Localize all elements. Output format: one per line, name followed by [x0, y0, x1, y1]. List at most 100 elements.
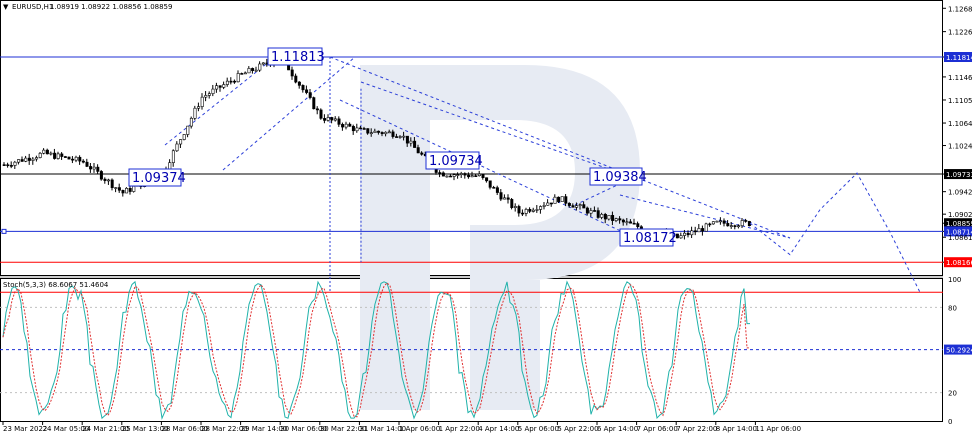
- candle: [467, 172, 471, 179]
- candle: [63, 155, 67, 158]
- candle: [24, 155, 28, 163]
- candle-body: [441, 172, 445, 177]
- svg-text:1.09734: 1.09734: [429, 154, 483, 169]
- candle: [445, 175, 449, 178]
- candle-body: [24, 157, 28, 162]
- candle-body: [323, 118, 327, 121]
- candle: [441, 171, 445, 177]
- channel-line: [339, 99, 641, 241]
- candle-body: [567, 203, 571, 206]
- candle: [233, 79, 237, 84]
- candle: [175, 141, 179, 152]
- candle-body: [470, 175, 474, 178]
- candle-body: [60, 153, 64, 157]
- price-tag: [944, 52, 972, 62]
- candle: [701, 225, 705, 236]
- candle-body: [333, 118, 337, 121]
- candle: [85, 158, 89, 168]
- candle: [697, 224, 701, 233]
- osc-tag: [944, 344, 972, 355]
- oscillator-axis: 100 80 50.2924 20 0: [944, 276, 973, 426]
- candle-body: [308, 92, 312, 98]
- candle: [351, 124, 355, 135]
- channel-line: [329, 56, 791, 239]
- candle: [506, 194, 510, 204]
- candle: [179, 139, 183, 148]
- time-label: 8 Apr 14:00: [716, 425, 757, 433]
- candle: [488, 180, 492, 190]
- candle: [438, 170, 442, 178]
- candle-body: [578, 204, 582, 206]
- menu-arrow-icon[interactable]: ▼: [3, 3, 9, 11]
- candle: [549, 202, 553, 207]
- candle-body: [683, 232, 687, 236]
- candle: [67, 156, 71, 160]
- candle: [499, 189, 503, 202]
- candle: [528, 207, 532, 214]
- candle: [679, 232, 683, 239]
- candle-body: [611, 215, 615, 221]
- candle: [629, 219, 633, 224]
- candle: [517, 204, 521, 217]
- candle: [477, 170, 481, 177]
- candle-body: [233, 80, 237, 83]
- candle: [632, 218, 636, 225]
- candle: [708, 222, 712, 227]
- time-label: 24 Mar 21:00: [82, 425, 129, 433]
- candle-body: [391, 131, 395, 137]
- candle-body: [254, 69, 258, 72]
- candle-body: [359, 127, 363, 130]
- candle: [204, 91, 208, 102]
- stochastic-pane[interactable]: [0, 280, 943, 420]
- time-label: 6 Apr 14:00: [597, 425, 638, 433]
- candle-body: [319, 109, 323, 119]
- candle-body: [207, 93, 211, 96]
- candle-body: [294, 75, 298, 83]
- candle: [171, 149, 175, 167]
- candle: [693, 226, 697, 236]
- candle-body: [380, 132, 384, 135]
- candle-body: [557, 196, 561, 202]
- candle: [103, 177, 107, 184]
- level-label-2: 1.09374: [128, 168, 186, 187]
- candle: [607, 215, 611, 221]
- osc-tag-label: 50.2924: [946, 347, 973, 355]
- candle: [485, 177, 489, 183]
- candle: [6, 162, 10, 168]
- candle-body: [416, 147, 420, 154]
- candle: [470, 171, 474, 178]
- candle: [243, 71, 247, 75]
- candle: [13, 160, 17, 169]
- candle-body: [200, 96, 204, 107]
- candle: [27, 153, 31, 165]
- svg-text:1.09384: 1.09384: [593, 170, 647, 185]
- candle-body: [405, 135, 409, 144]
- candle-body: [395, 136, 399, 138]
- candle: [578, 203, 582, 210]
- candle: [611, 211, 615, 226]
- candle: [110, 178, 114, 191]
- candle-body: [236, 73, 240, 83]
- candle: [531, 207, 535, 213]
- candle-body: [420, 152, 424, 155]
- candle-body: [603, 214, 607, 220]
- candle: [60, 152, 64, 160]
- candle: [261, 62, 265, 66]
- watermark-logo: [360, 65, 640, 410]
- candle-body: [600, 214, 604, 218]
- candle-body: [189, 117, 193, 127]
- candle-body: [445, 175, 449, 178]
- candle-body: [261, 62, 265, 65]
- price-pane[interactable]: [0, 53, 943, 293]
- candle: [369, 128, 373, 137]
- candle-body: [737, 225, 741, 228]
- candle-body: [31, 158, 35, 161]
- candle-body: [337, 118, 341, 125]
- candle-body: [539, 206, 543, 210]
- candle: [96, 164, 100, 174]
- candle: [128, 185, 132, 195]
- candle: [596, 207, 600, 219]
- time-label: 23 Mar 2022: [3, 425, 47, 433]
- candle: [45, 148, 49, 155]
- candle: [463, 172, 467, 179]
